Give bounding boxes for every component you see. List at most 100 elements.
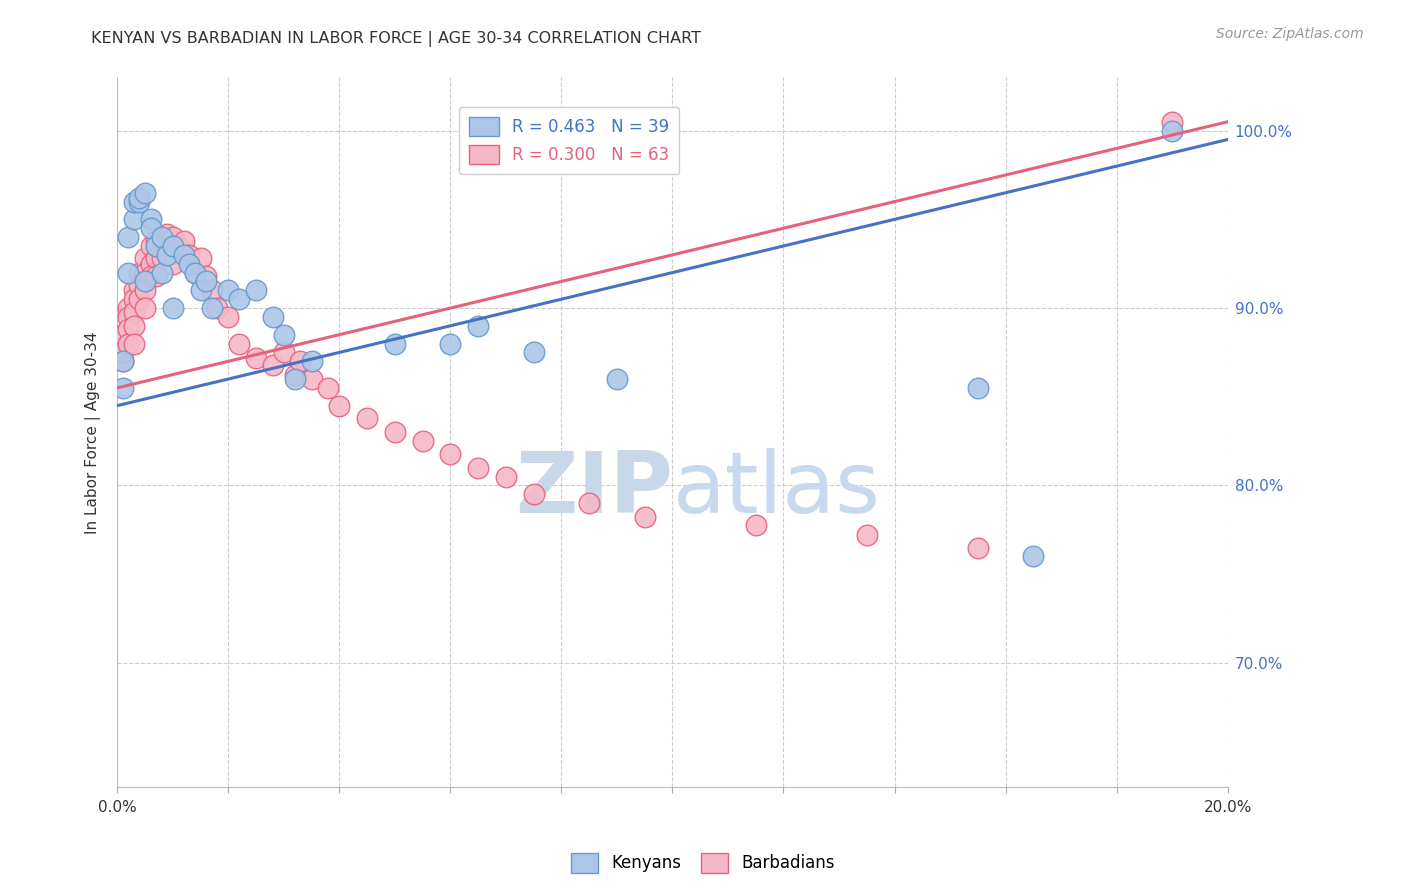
Point <box>139 269 162 284</box>
Point <box>156 248 179 262</box>
Point <box>134 252 156 266</box>
Point <box>111 354 134 368</box>
Point <box>134 283 156 297</box>
Point <box>195 275 218 289</box>
Point <box>139 221 162 235</box>
Point <box>173 248 195 262</box>
Point <box>245 283 267 297</box>
Point <box>606 372 628 386</box>
Point <box>162 230 184 244</box>
Point <box>523 487 546 501</box>
Point <box>184 266 207 280</box>
Point <box>128 194 150 209</box>
Text: KENYAN VS BARBADIAN IN LABOR FORCE | AGE 30-34 CORRELATION CHART: KENYAN VS BARBADIAN IN LABOR FORCE | AGE… <box>91 31 702 47</box>
Point <box>439 336 461 351</box>
Point <box>145 252 167 266</box>
Point <box>167 239 190 253</box>
Point <box>262 358 284 372</box>
Point <box>122 212 145 227</box>
Point <box>128 191 150 205</box>
Text: atlas: atlas <box>672 448 880 531</box>
Point <box>328 399 350 413</box>
Point <box>150 230 173 244</box>
Text: Source: ZipAtlas.com: Source: ZipAtlas.com <box>1216 27 1364 41</box>
Point <box>145 234 167 248</box>
Point <box>228 336 250 351</box>
Point <box>301 354 323 368</box>
Point <box>217 283 239 297</box>
Point <box>523 345 546 359</box>
Point <box>966 381 988 395</box>
Point <box>156 227 179 241</box>
Point <box>190 283 212 297</box>
Point <box>356 411 378 425</box>
Point <box>467 460 489 475</box>
Point <box>162 301 184 315</box>
Point <box>316 381 339 395</box>
Point <box>634 510 657 524</box>
Point <box>173 234 195 248</box>
Point <box>578 496 600 510</box>
Point <box>139 257 162 271</box>
Point <box>117 266 139 280</box>
Point <box>117 310 139 324</box>
Point <box>134 186 156 200</box>
Point <box>205 301 228 315</box>
Point <box>273 345 295 359</box>
Point <box>117 322 139 336</box>
Point <box>162 257 184 271</box>
Point <box>179 257 201 271</box>
Point <box>150 252 173 266</box>
Point <box>128 266 150 280</box>
Point <box>201 301 224 315</box>
Point <box>122 194 145 209</box>
Point <box>412 434 434 449</box>
Point <box>111 327 134 342</box>
Point <box>284 372 307 386</box>
Point <box>128 292 150 306</box>
Point <box>179 248 201 262</box>
Point <box>128 278 150 293</box>
Point <box>145 269 167 284</box>
Point <box>134 266 156 280</box>
Point <box>162 239 184 253</box>
Point <box>117 336 139 351</box>
Point <box>467 318 489 333</box>
Point <box>855 528 877 542</box>
Point <box>290 354 312 368</box>
Legend: Kenyans, Barbadians: Kenyans, Barbadians <box>565 847 841 880</box>
Point <box>150 266 173 280</box>
Point <box>284 368 307 383</box>
Point <box>1161 123 1184 137</box>
Point <box>111 340 134 354</box>
Point <box>111 381 134 395</box>
Point <box>195 269 218 284</box>
Point <box>117 301 139 315</box>
Point <box>201 283 224 297</box>
Point <box>228 292 250 306</box>
Point <box>301 372 323 386</box>
Point <box>134 301 156 315</box>
Point <box>111 354 134 368</box>
Point <box>122 318 145 333</box>
Point <box>217 310 239 324</box>
Point <box>134 275 156 289</box>
Point <box>139 239 162 253</box>
Point <box>439 446 461 460</box>
Point <box>262 310 284 324</box>
Point <box>745 517 768 532</box>
Point <box>384 425 406 440</box>
Point <box>190 252 212 266</box>
Point <box>156 248 179 262</box>
Point <box>1161 115 1184 129</box>
Point <box>139 212 162 227</box>
Point <box>273 327 295 342</box>
Text: ZIP: ZIP <box>515 448 672 531</box>
Y-axis label: In Labor Force | Age 30-34: In Labor Force | Age 30-34 <box>86 331 101 533</box>
Point <box>150 230 173 244</box>
Point <box>117 230 139 244</box>
Point <box>495 469 517 483</box>
Point <box>184 266 207 280</box>
Legend: R = 0.463   N = 39, R = 0.300   N = 63: R = 0.463 N = 39, R = 0.300 N = 63 <box>458 107 679 174</box>
Point <box>1022 549 1045 564</box>
